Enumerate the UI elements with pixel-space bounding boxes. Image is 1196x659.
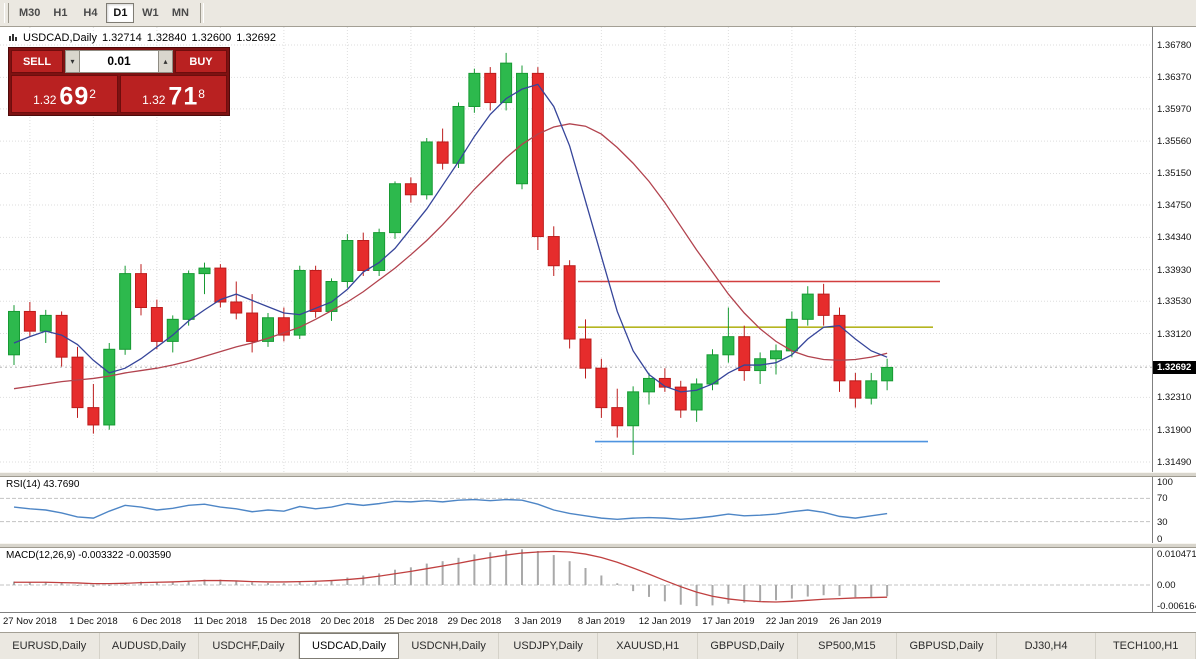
time-axis-label: 25 Dec 2018 [383, 616, 438, 627]
macd-axis-label: -0.006164 [1157, 600, 1196, 612]
timeframe-h1[interactable]: H1 [46, 3, 74, 23]
toolbar-grip[interactable] [4, 3, 9, 23]
rsi-axis-label: 100 [1157, 477, 1173, 488]
timeframe-w1[interactable]: W1 [136, 3, 164, 23]
macd-axis-label: 0.010471 [1157, 549, 1196, 560]
time-axis-label: 22 Jan 2019 [765, 616, 819, 627]
tab-audusd-daily[interactable]: AUDUSD,Daily [100, 633, 200, 659]
price-axis-label: 1.36780 [1157, 40, 1192, 51]
ohlc-open: 1.32714 [101, 32, 142, 44]
tab-dj30-h4[interactable]: DJ30,H4 [997, 633, 1097, 659]
price-axis-label: 1.35560 [1157, 136, 1192, 148]
chart-tabs: EURUSD,Daily AUDUSD,Daily USDCHF,Daily USDC… [0, 632, 1196, 659]
panel-divider-rsi[interactable] [0, 472, 1196, 477]
tab-sp500-m15[interactable]: SP500,M15 [798, 633, 898, 659]
ohlc-low: 1.32600 [191, 32, 232, 44]
tab-tech100-h1[interactable]: TECH100,H1 [1096, 633, 1196, 659]
time-axis-label: 27 Nov 2018 [2, 616, 57, 627]
macd-panel[interactable] [0, 548, 1152, 612]
current-price-tag: 1.32692 [1153, 360, 1196, 374]
macd-signal-line [14, 550, 888, 603]
price-axis-label: 1.34340 [1157, 232, 1192, 244]
timeframe-h4[interactable]: H4 [76, 3, 104, 23]
bid-prefix: 1.32 [33, 93, 57, 108]
macd-histogram [13, 549, 889, 607]
volume-decrease-button[interactable]: ▾ [65, 50, 80, 73]
time-axis-label: 8 Jan 2019 [577, 616, 625, 627]
time-axis-label: 1 Dec 2018 [69, 616, 118, 627]
time-axis-label: 26 Jan 2019 [829, 616, 882, 627]
tab-gbpusd-daily[interactable]: GBPUSD,Daily [897, 633, 997, 659]
tab-usdchf-daily[interactable]: USDCHF,Daily [199, 633, 299, 659]
time-axis-label: 11 Dec 2018 [193, 616, 247, 627]
price-axis-label: 1.32310 [1157, 392, 1192, 404]
timeframe-mn[interactable]: MN [166, 3, 194, 23]
tab-eurusd-daily[interactable]: EURUSD,Daily [0, 633, 100, 659]
time-axis[interactable]: 27 Nov 2018 1 Dec 2018 6 Dec 2018 11 Dec 20… [0, 612, 1196, 632]
price-axis-label: 1.35970 [1157, 103, 1192, 115]
rsi-axis-label: 70 [1157, 493, 1168, 505]
chevron-up-icon: ▴ [163, 56, 168, 66]
volume-stepper: ▾ 0.01 ▴ [65, 50, 173, 73]
price-axis-label: 1.34750 [1157, 200, 1192, 212]
timeframe-m30[interactable]: M30 [15, 3, 44, 23]
panel-divider-macd[interactable] [0, 543, 1196, 548]
rsi-panel[interactable] [0, 477, 1152, 543]
volume-increase-button[interactable]: ▴ [158, 50, 173, 73]
timeframe-toolbar: M30 H1 H4 D1 W1 MN [0, 0, 1196, 27]
rsi-line [13, 498, 888, 520]
bid-price[interactable]: 1.32 692 [11, 75, 118, 113]
ma-fast-line [13, 83, 888, 393]
tab-xauusd-h1[interactable]: XAUUSD,H1 [598, 633, 699, 659]
candles [8, 52, 894, 455]
ask-prefix: 1.32 [142, 93, 166, 108]
tab-gbpusd-daily[interactable]: GBPUSD,Daily [698, 633, 798, 659]
rsi-axis-label: 30 [1157, 516, 1168, 528]
timeframe-d1[interactable]: D1 [106, 3, 135, 23]
price-axis-label: 1.33530 [1157, 296, 1192, 308]
chart-icon [9, 34, 17, 41]
one-click-trading-panel: SELL ▾ 0.01 ▴ BUY 1.32 692 1.32 718 [8, 47, 230, 116]
ask-price[interactable]: 1.32 718 [120, 75, 227, 113]
price-axis-label: 1.33120 [1157, 328, 1192, 340]
chevron-down-icon: ▾ [70, 56, 75, 66]
bid-pip-digit: 2 [89, 87, 96, 101]
macd-axis-label: 0.00 [1157, 580, 1176, 591]
chart-symbol: USDCAD,Daily [23, 32, 97, 44]
sell-button[interactable]: SELL [11, 50, 63, 73]
ask-pip-digit: 8 [198, 87, 205, 101]
price-axis[interactable]: 1.36780 1.36370 1.35970 1.35560 1.35150 1.347… [1152, 27, 1196, 612]
ma-slow-line [13, 123, 888, 390]
price-axis-label: 1.35150 [1157, 168, 1192, 180]
tab-usdjpy-daily[interactable]: USDJPY,Daily [499, 633, 599, 659]
time-axis-label: 20 Dec 2018 [320, 616, 375, 627]
time-axis-label: 15 Dec 2018 [256, 616, 311, 627]
volume-input[interactable]: 0.01 [80, 50, 158, 73]
ohlc-high: 1.32840 [146, 32, 187, 44]
ask-big-digits: 71 [168, 82, 199, 111]
price-axis-label: 1.31900 [1157, 424, 1192, 436]
price-axis-label: 1.36370 [1157, 72, 1192, 84]
toolbar-separator [200, 3, 205, 23]
tab-usdcnh-daily[interactable]: USDCNH,Daily [399, 633, 499, 659]
time-axis-label: 12 Jan 2019 [638, 616, 692, 627]
buy-button[interactable]: BUY [175, 50, 227, 73]
ohlc-close: 1.32692 [236, 32, 277, 44]
time-axis-label: 3 Jan 2019 [514, 616, 562, 627]
chart-region: USDCAD,Daily 1.32714 1.32840 1.32600 1.3… [0, 27, 1196, 632]
chart-ohlc-header: USDCAD,Daily 1.32714 1.32840 1.32600 1.3… [8, 32, 276, 44]
timeframe-buttons: M30 H1 H4 D1 W1 MN [14, 3, 195, 23]
price-axis-label: 1.31490 [1157, 457, 1192, 468]
rsi-axis-label: 0 [1157, 534, 1163, 545]
time-axis-label: 6 Dec 2018 [132, 616, 182, 627]
main-chart[interactable] [0, 27, 1152, 472]
tab-usdcad-daily[interactable]: USDCAD,Daily [298, 633, 400, 659]
bid-big-digits: 69 [59, 82, 90, 111]
rsi-indicator-label: RSI(14) 43.7690 [6, 479, 80, 490]
time-axis-label: 29 Dec 2018 [447, 616, 502, 627]
time-axis-label: 17 Jan 2019 [702, 616, 755, 627]
price-axis-label: 1.33930 [1157, 264, 1192, 276]
macd-indicator-label: MACD(12,26,9) -0.003322 -0.003590 [6, 550, 172, 561]
